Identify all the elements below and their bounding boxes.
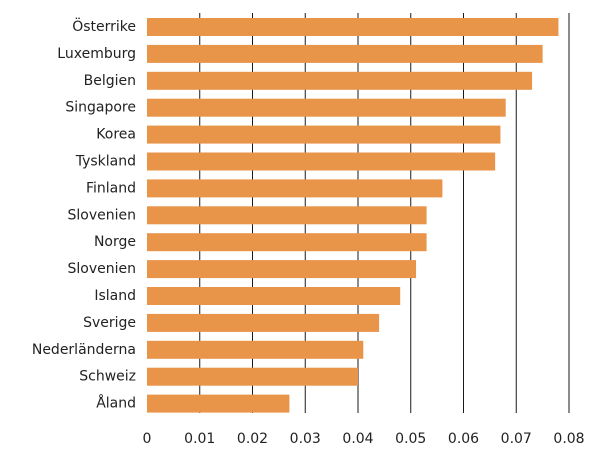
category-label-10: Island (94, 288, 136, 304)
category-label-13: Schweiz (79, 369, 136, 385)
bar-3 (147, 98, 506, 117)
category-label-11: Sverige (83, 315, 136, 331)
bar-8 (147, 233, 427, 252)
x-tick-label-7: 0.07 (501, 431, 532, 447)
x-tick-label-4: 0.04 (342, 431, 373, 447)
bar-9 (147, 260, 417, 279)
bar-12 (147, 340, 364, 359)
bar-14 (147, 394, 290, 413)
x-tick-label-3: 0.03 (290, 431, 321, 447)
category-label-7: Slovenien (68, 207, 137, 223)
category-label-1: Luxemburg (57, 46, 136, 62)
bar-0 (147, 18, 559, 36)
bars (147, 18, 559, 413)
bar-5 (147, 152, 496, 171)
category-labels: Österrike Luxemburg Belgien Singapore Korea T… (32, 17, 136, 412)
x-tick-label-5: 0.05 (395, 431, 426, 447)
category-label-12: Nederländerna (32, 342, 136, 358)
category-label-14: Åland (96, 395, 136, 412)
category-label-2: Belgien (84, 73, 136, 89)
bar-1 (147, 44, 543, 63)
category-label-9: Slovenien (68, 261, 137, 277)
category-label-5: Tyskland (75, 154, 136, 170)
x-tick-label-1: 0.01 (184, 431, 215, 447)
category-label-6: Finland (86, 180, 136, 196)
bar-7 (147, 206, 427, 225)
bar-2 (147, 71, 533, 90)
x-tick-label-6: 0.06 (448, 431, 479, 447)
x-tick-label-8: 0.08 (553, 431, 584, 447)
bar-6 (147, 179, 443, 198)
bar-4 (147, 125, 501, 144)
category-label-8: Norge (94, 234, 136, 250)
category-label-0: Österrike (72, 17, 136, 35)
x-tick-label-0: 0 (143, 431, 152, 447)
bar-10 (147, 287, 401, 305)
bar-11 (147, 313, 380, 332)
category-label-3: Singapore (65, 100, 136, 116)
x-axis-tick-labels: 0 0.01 0.02 0.03 0.04 0.05 0.06 0.07 0.08 (143, 431, 585, 447)
category-label-4: Korea (96, 127, 136, 143)
bar-13 (147, 367, 358, 386)
x-tick-label-2: 0.02 (237, 431, 268, 447)
